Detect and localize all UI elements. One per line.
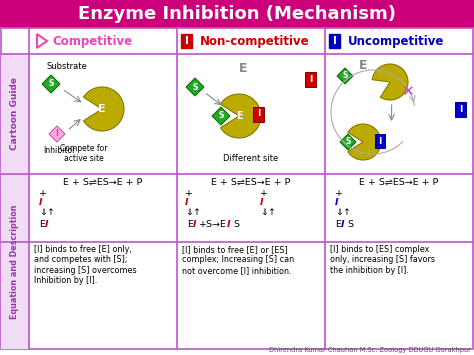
FancyBboxPatch shape xyxy=(0,0,474,28)
Text: I: I xyxy=(459,104,463,114)
Polygon shape xyxy=(186,78,204,96)
FancyBboxPatch shape xyxy=(1,28,473,349)
Text: E: E xyxy=(187,220,193,229)
Wedge shape xyxy=(348,124,381,160)
Text: E: E xyxy=(239,62,248,75)
Text: E + S⇌ES→E + P: E + S⇌ES→E + P xyxy=(64,178,143,187)
Text: +: + xyxy=(39,189,47,198)
Text: I: I xyxy=(45,220,48,229)
Text: I: I xyxy=(335,198,338,207)
Text: I: I xyxy=(310,75,313,83)
Text: E: E xyxy=(335,220,341,229)
Text: E: E xyxy=(98,104,106,114)
Polygon shape xyxy=(49,126,65,142)
Text: S: S xyxy=(347,220,353,229)
Text: ⇓↑: ⇓↑ xyxy=(260,208,276,217)
Text: S: S xyxy=(219,111,224,120)
FancyBboxPatch shape xyxy=(375,134,385,148)
Text: E: E xyxy=(39,220,45,229)
FancyBboxPatch shape xyxy=(306,71,317,87)
Text: Equation and Description: Equation and Description xyxy=(10,204,19,319)
Text: E + S⇌ES→E + P: E + S⇌ES→E + P xyxy=(211,178,291,187)
FancyBboxPatch shape xyxy=(456,102,466,116)
Text: I: I xyxy=(185,198,189,207)
Text: S: S xyxy=(342,71,348,81)
Text: [I] binds to free [E] or [ES]
complex; Increasing [S] can
not overcome [I] inhib: [I] binds to free [E] or [ES] complex; I… xyxy=(182,245,294,275)
Text: +S→E: +S→E xyxy=(199,220,227,229)
Text: Compete for
active site: Compete for active site xyxy=(60,144,108,163)
Text: +: + xyxy=(185,189,193,198)
Text: Substrate: Substrate xyxy=(47,62,88,71)
Text: S: S xyxy=(192,82,198,92)
Text: I: I xyxy=(378,137,382,146)
Text: Non-competitive: Non-competitive xyxy=(200,34,310,48)
Text: S: S xyxy=(48,80,54,88)
Text: I: I xyxy=(260,198,264,207)
Wedge shape xyxy=(220,94,261,138)
Polygon shape xyxy=(337,68,353,84)
Text: Inhibitor: Inhibitor xyxy=(43,146,75,155)
Text: [I] binds to [ES] complex
only, increasing [S] favors
the inhibition by [I].: [I] binds to [ES] complex only, increasi… xyxy=(330,245,435,275)
Text: [I] binds to free [E] only,
and competes with [S];
increasing [S] overcomes
Inhi: [I] binds to free [E] only, and competes… xyxy=(34,245,137,285)
Text: I: I xyxy=(333,36,337,46)
Text: Competitive: Competitive xyxy=(52,34,132,48)
FancyBboxPatch shape xyxy=(254,106,264,121)
Text: ✕: ✕ xyxy=(401,84,413,99)
Text: +: + xyxy=(260,189,268,198)
Text: Different site: Different site xyxy=(223,154,279,163)
Text: +: + xyxy=(335,189,343,198)
Text: I: I xyxy=(39,198,43,207)
Text: ⇓↑: ⇓↑ xyxy=(39,208,55,217)
Text: S: S xyxy=(346,137,351,147)
Text: Uncompetitive: Uncompetitive xyxy=(348,34,444,48)
FancyBboxPatch shape xyxy=(1,54,29,349)
Wedge shape xyxy=(83,87,124,131)
Polygon shape xyxy=(340,134,356,150)
Text: Cartoon Guide: Cartoon Guide xyxy=(10,77,19,151)
Polygon shape xyxy=(42,75,60,93)
Text: E: E xyxy=(236,111,242,121)
Text: I: I xyxy=(257,109,261,119)
Text: S: S xyxy=(233,220,239,229)
Text: I: I xyxy=(341,220,345,229)
FancyBboxPatch shape xyxy=(181,34,192,48)
Text: I: I xyxy=(184,36,189,46)
Text: E: E xyxy=(359,59,367,72)
Polygon shape xyxy=(212,107,230,125)
Text: I: I xyxy=(227,220,230,229)
Text: Dhirendra Kumar Chauhan M.Sc. Zoology DDUGU Gorakhpur: Dhirendra Kumar Chauhan M.Sc. Zoology DD… xyxy=(269,347,471,353)
Text: E + S⇌ES→E + P: E + S⇌ES→E + P xyxy=(359,178,439,187)
Wedge shape xyxy=(372,64,408,100)
Text: Enzyme Inhibition (Mechanism): Enzyme Inhibition (Mechanism) xyxy=(78,5,396,23)
FancyBboxPatch shape xyxy=(329,34,340,48)
Text: I: I xyxy=(55,130,58,138)
Text: ⇓↑: ⇓↑ xyxy=(185,208,201,217)
Text: ⇓↑: ⇓↑ xyxy=(335,208,351,217)
Text: I: I xyxy=(193,220,197,229)
